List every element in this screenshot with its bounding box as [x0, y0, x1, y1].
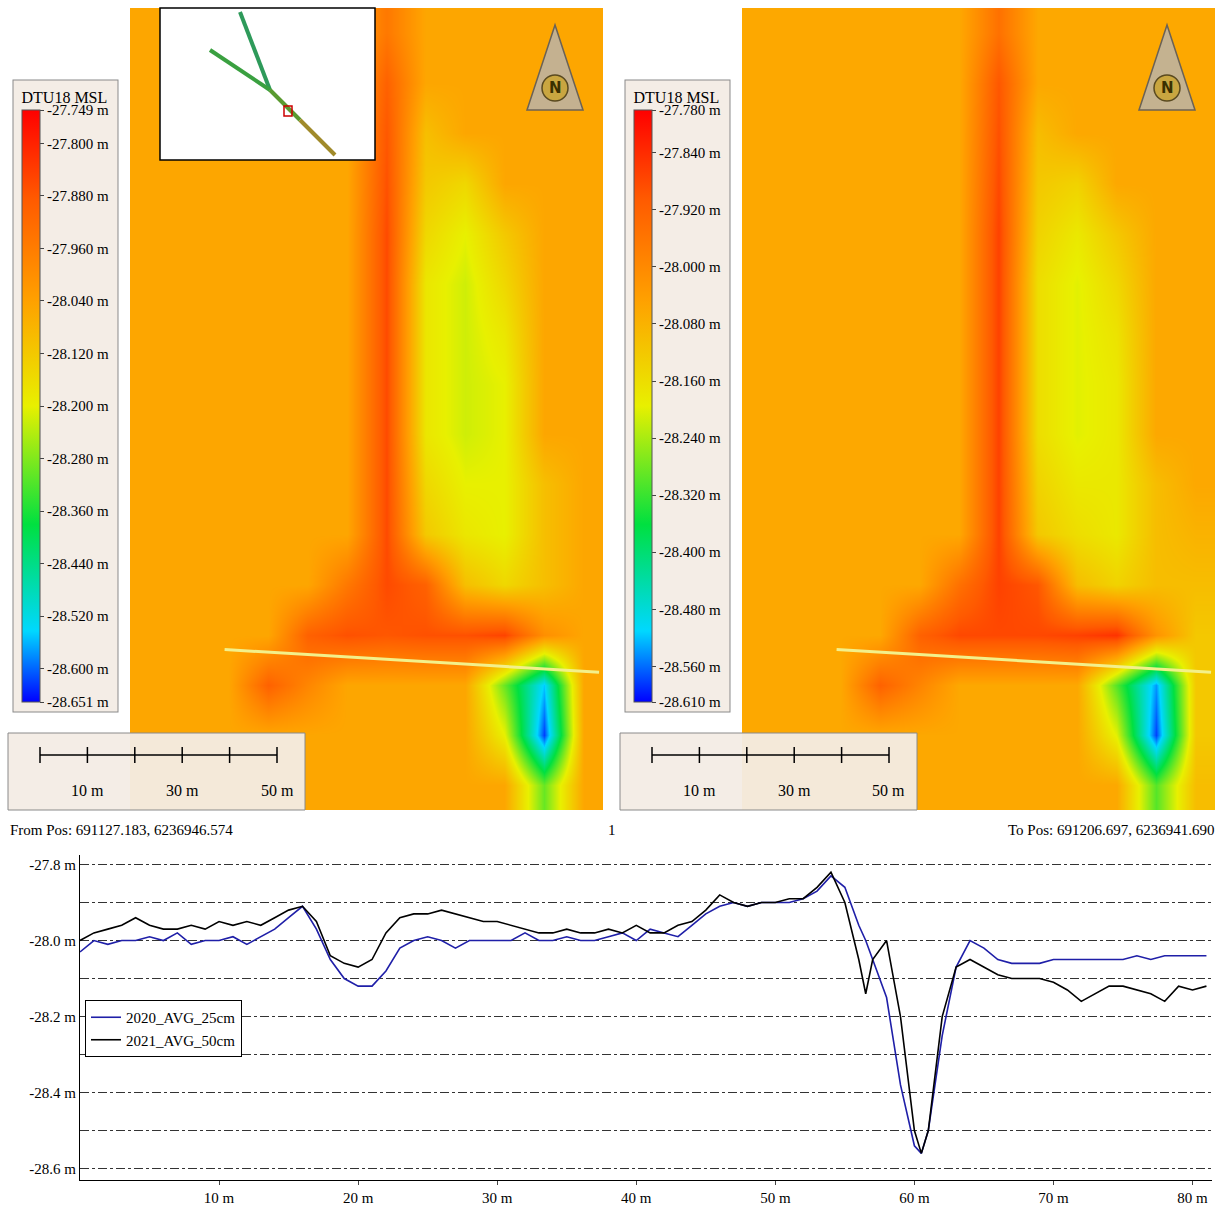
svg-text:-28.480 m: -28.480 m [659, 602, 721, 618]
svg-text:-28.120 m: -28.120 m [47, 346, 109, 362]
svg-text:DTU18 MSL: DTU18 MSL [634, 89, 720, 106]
svg-text:-27.780 m: -27.780 m [659, 102, 721, 118]
svg-text:-28.040 m: -28.040 m [47, 293, 109, 309]
svg-text:60 m: 60 m [899, 1190, 930, 1206]
svg-text:-28.600 m: -28.600 m [47, 661, 109, 677]
svg-text:-28.6 m: -28.6 m [29, 1161, 76, 1177]
svg-text:From Pos: 691127.183, 6236946.: From Pos: 691127.183, 6236946.574 [10, 822, 233, 838]
svg-text:1: 1 [608, 822, 616, 838]
svg-text:-28.360 m: -28.360 m [47, 503, 109, 519]
svg-text:-28.4 m: -28.4 m [29, 1085, 76, 1101]
svg-text:10 m: 10 m [71, 782, 104, 799]
svg-text:-28.2 m: -28.2 m [29, 1009, 76, 1025]
svg-text:-28.651 m: -28.651 m [47, 694, 109, 710]
svg-text:10 m: 10 m [204, 1190, 235, 1206]
svg-text:-28.160 m: -28.160 m [659, 373, 721, 389]
svg-text:50 m: 50 m [760, 1190, 791, 1206]
svg-text:30 m: 30 m [482, 1190, 513, 1206]
svg-text:-28.240 m: -28.240 m [659, 430, 721, 446]
svg-text:30 m: 30 m [778, 782, 811, 799]
svg-text:-28.280 m: -28.280 m [47, 451, 109, 467]
svg-text:-27.960 m: -27.960 m [47, 241, 109, 257]
svg-text:50 m: 50 m [261, 782, 294, 799]
svg-text:-28.080 m: -28.080 m [659, 316, 721, 332]
svg-text:-28.200 m: -28.200 m [47, 398, 109, 414]
svg-text:70 m: 70 m [1038, 1190, 1069, 1206]
svg-text:50 m: 50 m [872, 782, 905, 799]
svg-text:-28.400 m: -28.400 m [659, 544, 721, 560]
svg-text:-27.920 m: -27.920 m [659, 202, 721, 218]
svg-text:80 m: 80 m [1177, 1190, 1208, 1206]
svg-text:2020_AVG_25cm: 2020_AVG_25cm [126, 1010, 235, 1026]
svg-text:DTU18 MSL: DTU18 MSL [22, 89, 108, 106]
svg-text:-28.0 m: -28.0 m [29, 933, 76, 949]
svg-text:-28.000 m: -28.000 m [659, 259, 721, 275]
svg-text:30 m: 30 m [166, 782, 199, 799]
svg-text:2021_AVG_50cm: 2021_AVG_50cm [126, 1033, 235, 1049]
svg-text:-27.749 m: -27.749 m [47, 102, 109, 118]
svg-text:20 m: 20 m [343, 1190, 374, 1206]
svg-text:-28.560 m: -28.560 m [659, 659, 721, 675]
svg-text:-27.8 m: -27.8 m [29, 857, 76, 873]
svg-text:-27.800 m: -27.800 m [47, 136, 109, 152]
svg-text:-28.520 m: -28.520 m [47, 608, 109, 624]
svg-text:-28.440 m: -28.440 m [47, 556, 109, 572]
svg-text:N: N [1161, 79, 1174, 97]
svg-text:10 m: 10 m [683, 782, 716, 799]
svg-text:N: N [549, 79, 562, 97]
svg-text:-27.840 m: -27.840 m [659, 145, 721, 161]
svg-text:-28.320 m: -28.320 m [659, 487, 721, 503]
svg-text:40 m: 40 m [621, 1190, 652, 1206]
svg-text:To Pos: 691206.697, 6236941.69: To Pos: 691206.697, 6236941.690 [1008, 822, 1214, 838]
svg-text:-27.880 m: -27.880 m [47, 188, 109, 204]
svg-text:-28.610 m: -28.610 m [659, 694, 721, 710]
